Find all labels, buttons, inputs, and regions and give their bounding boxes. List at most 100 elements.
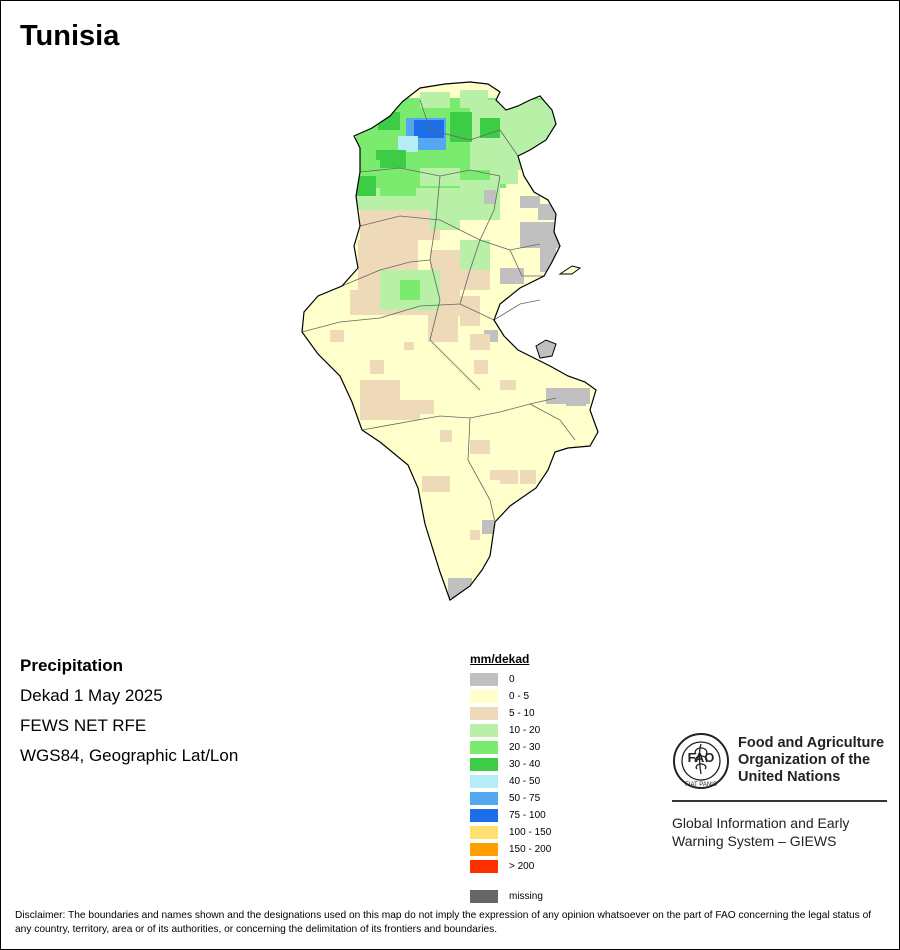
legend-item: 20 - 30 <box>470 739 551 756</box>
legend-item: 10 - 20 <box>470 722 551 739</box>
period-label: Dekad 1 May 2025 <box>20 686 163 705</box>
legend-swatch <box>470 707 498 720</box>
legend-swatch <box>470 775 498 788</box>
rain-cell <box>440 296 460 316</box>
legend-item: > 200 <box>470 858 551 875</box>
giews-line2: Warning System – GIEWS <box>672 833 837 849</box>
rain-cell <box>460 90 488 108</box>
legend-label: 0 <box>509 674 515 685</box>
admin-boundaries <box>301 99 576 523</box>
legend-swatch <box>470 809 498 822</box>
rain-cell <box>420 92 450 108</box>
legend-label: 50 - 75 <box>509 793 541 804</box>
rain-cell <box>398 136 418 152</box>
rain-cell <box>414 120 444 138</box>
legend-label: > 200 <box>509 861 535 872</box>
djerba-island <box>535 339 557 359</box>
legend-swatch <box>470 758 498 771</box>
rain-cell <box>520 470 536 484</box>
rain-cell <box>482 520 494 534</box>
rain-cell <box>566 396 586 406</box>
legend-rows: 0 0 - 5 5 - 10 10 - 20 20 - 30 30 - 40 40 - 50… <box>470 671 551 875</box>
source-label: FEWS NET RFE <box>20 716 147 735</box>
giews-name: Global Information and Early Warning Sys… <box>672 814 849 850</box>
legend-item: 100 - 150 <box>470 824 551 841</box>
legend-swatch <box>470 843 498 856</box>
fao-logo-icon: FAO FIAT PANIS <box>673 733 729 789</box>
fao-org-line2: Organization of the <box>738 752 871 768</box>
disclaimer: Disclaimer: The boundaries and names sho… <box>15 910 872 935</box>
fao-org-line3: United Nations <box>738 769 841 785</box>
rain-cell <box>538 204 556 220</box>
legend-label: 40 - 50 <box>509 776 541 787</box>
legend-title: mm/dekad <box>470 652 530 666</box>
rain-cell <box>530 100 556 130</box>
rain-cell <box>470 530 480 540</box>
fao-org-line1: Food and Agriculture <box>738 735 885 751</box>
legend-swatch <box>470 792 498 805</box>
rain-cell <box>428 312 458 342</box>
kerkennah-island <box>558 265 582 275</box>
legend-item: 75 - 100 <box>470 807 551 824</box>
rain-cell <box>330 330 344 342</box>
legend-label: 0 - 5 <box>509 691 530 702</box>
rain-cell <box>490 470 500 480</box>
rain-cell <box>470 440 490 454</box>
rain-cell <box>548 280 562 294</box>
fao-logo-letters: FAO <box>688 750 715 765</box>
legend-swatch <box>470 724 498 737</box>
rain-cell <box>370 360 384 374</box>
rain-cell <box>430 190 460 230</box>
legend-label: 30 - 40 <box>509 759 541 770</box>
map-info-block: Precipitation Dekad 1 May 2025 FEWS NET … <box>20 656 238 776</box>
rain-cell <box>470 334 490 350</box>
rain-cell <box>440 430 452 442</box>
rain-cell <box>480 118 500 138</box>
rain-cell <box>378 112 400 130</box>
rain-cell <box>520 196 540 208</box>
rain-cell <box>500 470 518 484</box>
tunisia-map <box>301 81 599 601</box>
legend-swatch <box>470 860 498 873</box>
legend-item: 30 - 40 <box>470 756 551 773</box>
legend-item: 150 - 200 <box>470 841 551 858</box>
rain-cell <box>450 112 472 142</box>
rain-cell <box>376 150 406 168</box>
legend-label-missing: missing <box>509 891 543 902</box>
rain-cell <box>484 190 496 204</box>
variable-label: Precipitation <box>20 656 123 675</box>
giews-line1: Global Information and Early <box>672 815 850 831</box>
rain-cell <box>356 176 376 196</box>
legend-label: 20 - 30 <box>509 742 541 753</box>
rain-cell <box>500 190 520 210</box>
legend-label: 150 - 200 <box>509 844 552 855</box>
rain-cell <box>360 210 440 240</box>
legend-label: 10 - 20 <box>509 725 541 736</box>
rain-cell <box>400 280 420 300</box>
rain-cell <box>422 476 450 492</box>
projection-label: WGS84, Geographic Lat/Lon <box>20 746 239 765</box>
legend-item-missing: missing <box>470 888 551 905</box>
rain-cell <box>500 380 516 390</box>
fao-logo-motto: FIAT PANIS <box>685 782 717 788</box>
legend-item: 5 - 10 <box>470 705 551 722</box>
legend-label: 100 - 150 <box>509 827 552 838</box>
legend-item: 50 - 75 <box>470 790 551 807</box>
legend-label: 75 - 100 <box>509 810 546 821</box>
rain-cell <box>460 296 480 326</box>
legend-item: 0 <box>470 671 551 688</box>
legend-item: 0 - 5 <box>470 688 551 705</box>
legend-swatch <box>470 826 498 839</box>
fao-org-name: Food and Agriculture Organization of the… <box>738 735 884 786</box>
rain-cell <box>404 342 414 350</box>
rain-cell <box>500 268 524 284</box>
legend-swatch <box>470 690 498 703</box>
legend-swatch <box>470 741 498 754</box>
rain-cell <box>474 360 488 374</box>
legend-swatch-missing <box>470 890 498 903</box>
legend-item: 40 - 50 <box>470 773 551 790</box>
rain-cell <box>380 178 416 196</box>
rain-cell <box>400 400 420 420</box>
rain-cell <box>360 380 400 420</box>
legend-swatch <box>470 673 498 686</box>
